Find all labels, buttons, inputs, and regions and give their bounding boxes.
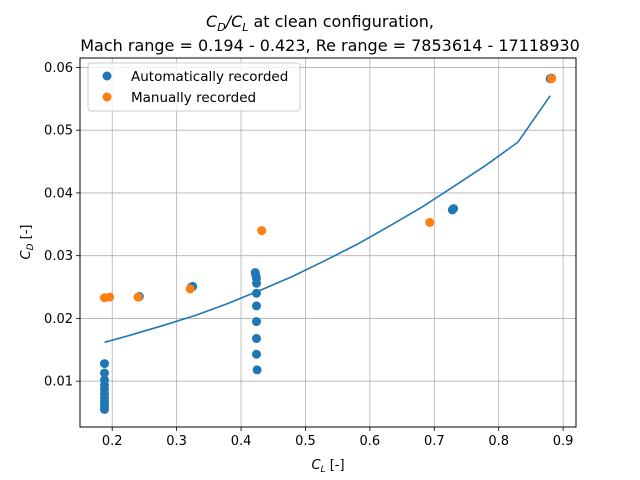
x-tick-label: 0.9 [553, 434, 574, 449]
y-label-main: C [19, 249, 34, 259]
plot-frame [79, 57, 577, 428]
y-tick-label: 0.02 [44, 312, 73, 327]
series-1 [100, 74, 556, 303]
x-label-sub: L [321, 465, 326, 475]
x-axis-label: CL [-] [311, 458, 344, 475]
x-label-main: C [311, 458, 321, 473]
legend: Automatically recorded Manually recorded [87, 62, 301, 112]
x-tick-label: 0.8 [488, 434, 509, 449]
scatter-point [133, 292, 143, 302]
chart-title-line2: Mach range = 0.194 - 0.423, Re range = 7… [80, 36, 580, 55]
scatter-point [252, 334, 261, 343]
scatter-point [252, 317, 261, 327]
legend-label-automatic: Automatically recorded [131, 69, 288, 85]
x-tick-label: 0.2 [102, 434, 123, 449]
legend-box [87, 62, 301, 112]
scatter-point [100, 375, 109, 385]
title-suffix: at clean configuration, [248, 12, 434, 31]
x-tick-label: 0.7 [424, 434, 445, 449]
x-axis-ticks: 0.2 0.3 0.4 0.5 0.6 0.7 0.8 0.9 [102, 427, 574, 449]
scatter-point [252, 365, 262, 375]
chart-title-line1: CD/CL at clean configuration, [206, 12, 434, 34]
legend-marker-automatic [102, 71, 112, 81]
title-c-d-main: C [206, 12, 218, 31]
series-0 [100, 73, 556, 414]
scatter-point [252, 301, 261, 311]
scatter-point [100, 368, 109, 378]
y-tick-label: 0.04 [44, 186, 73, 201]
x-tick-label: 0.3 [166, 434, 187, 449]
scatter-point [252, 349, 261, 359]
scatter-point [100, 359, 109, 369]
title-slash-c: /C [224, 12, 243, 31]
x-tick-label: 0.4 [231, 434, 252, 449]
x-tick-label: 0.6 [360, 434, 381, 449]
fit-curve-line [104, 95, 551, 344]
scatter-point [252, 288, 261, 298]
scatter-point [449, 204, 459, 214]
y-tick-label: 0.03 [44, 249, 73, 264]
scatter-point [185, 284, 195, 294]
fit-curve-layer [104, 95, 551, 344]
y-tick-label: 0.06 [44, 61, 73, 76]
scatter-points-layer [100, 73, 556, 414]
y-axis-label: CD [-] [19, 225, 36, 260]
y-tick-label: 0.05 [44, 124, 73, 139]
y-label-sub: D [26, 243, 36, 250]
scatter-point [425, 217, 435, 227]
title-c-d-sub: D [217, 21, 225, 34]
scatter-point [105, 292, 115, 302]
x-tick-label: 0.5 [295, 434, 316, 449]
scatter-point [257, 226, 267, 236]
x-label-unit: [-] [326, 458, 345, 473]
y-tick-label: 0.01 [44, 375, 73, 390]
scatter-point [252, 278, 261, 288]
y-axis-ticks: 0.01 0.02 0.03 0.04 0.05 0.06 [44, 61, 80, 390]
legend-label-manual: Manually recorded [131, 90, 256, 106]
y-label-unit: [-] [19, 225, 34, 244]
legend-marker-manual [102, 92, 112, 102]
scatter-point [547, 74, 556, 84]
title-c-l-sub: L [242, 21, 248, 34]
grid [80, 58, 576, 427]
